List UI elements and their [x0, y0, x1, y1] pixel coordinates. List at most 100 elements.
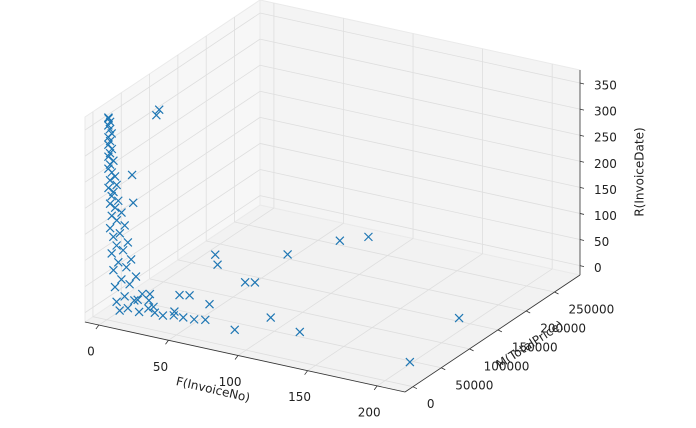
x-tick: [234, 355, 239, 360]
point: [283, 249, 293, 259]
z-tick: [579, 213, 585, 215]
grid-line: [84, 12, 261, 131]
grid-line: [259, 12, 581, 84]
point: [105, 175, 115, 185]
point: [295, 327, 305, 337]
grid-line: [259, 38, 581, 110]
point: [125, 279, 135, 289]
point: [128, 198, 138, 208]
z-tick-label: 50: [594, 235, 609, 249]
point: [133, 295, 143, 305]
point: [335, 236, 345, 246]
grid-line: [259, 195, 581, 267]
point: [240, 277, 250, 287]
grid-line: [237, 238, 414, 356]
grid-line: [121, 297, 442, 369]
grid-line: [84, 143, 261, 261]
y-tick: [412, 386, 418, 390]
x-tick-label: 150: [288, 390, 311, 404]
y-tick-label: 250000: [569, 303, 615, 317]
point: [143, 303, 153, 313]
point: [189, 314, 199, 324]
grid-line: [98, 207, 275, 326]
y-axis-line: [404, 274, 581, 393]
grid: [84, 3, 581, 388]
grid-line: [234, 221, 555, 293]
grid-line: [259, 90, 581, 162]
point: [115, 228, 125, 238]
point: [117, 208, 126, 217]
z-tick-label: 250: [594, 131, 617, 145]
point: [104, 183, 113, 193]
z-tick: [579, 160, 585, 163]
point: [230, 325, 240, 335]
grid-line: [259, 143, 581, 214]
point: [103, 140, 113, 150]
y-tick-label: 100000: [484, 359, 530, 373]
axes: 0501001502000500001000001500002000002500…: [84, 70, 617, 419]
z-tick: [579, 108, 585, 111]
y-tick: [469, 348, 474, 352]
point: [104, 152, 113, 162]
point: [127, 170, 137, 180]
point: [200, 315, 210, 325]
point: [112, 180, 122, 190]
point: [110, 282, 120, 292]
point: [151, 110, 161, 120]
grid-line: [92, 316, 414, 388]
point: [105, 199, 115, 209]
x-tick-label: 50: [153, 360, 168, 374]
x-tick-label: 0: [87, 345, 95, 359]
point: [169, 310, 179, 320]
z-tick: [579, 134, 585, 137]
markers: [103, 105, 464, 367]
point: [178, 313, 188, 322]
grid-line: [84, 195, 261, 313]
z-tick: [579, 265, 585, 267]
grid-line: [259, 116, 581, 188]
grid-line: [84, 117, 261, 235]
point: [213, 260, 222, 270]
z-tick-label: 100: [594, 209, 617, 223]
z-axis-label: R(InvoiceDate): [633, 127, 647, 216]
y-tick-label: 0: [427, 397, 435, 411]
y-tick-label: 50000: [455, 378, 493, 392]
y-tick-label: 200000: [540, 321, 586, 335]
z-tick: [579, 82, 585, 85]
point: [175, 290, 184, 300]
y-tick: [554, 291, 559, 295]
point: [108, 232, 118, 242]
grid-line: [206, 240, 527, 312]
grid-line: [259, 64, 581, 136]
point: [134, 307, 144, 317]
z-tick-label: 200: [594, 157, 617, 171]
point: [120, 220, 130, 230]
x-axis-line: [84, 321, 406, 393]
z-tick-label: 150: [594, 183, 617, 197]
x-tick: [165, 340, 169, 345]
z-tick: [579, 239, 585, 241]
point: [250, 278, 260, 287]
y-tick: [497, 329, 503, 333]
point: [121, 262, 131, 272]
point: [112, 241, 122, 250]
point: [154, 105, 164, 115]
point: [112, 215, 122, 225]
point: [105, 223, 115, 233]
point: [110, 203, 120, 213]
point: [123, 303, 133, 313]
y-tick: [526, 310, 531, 314]
point: [145, 289, 155, 299]
point: [210, 250, 220, 260]
point: [110, 172, 120, 181]
point: [266, 313, 276, 322]
x-tick: [95, 324, 100, 330]
point: [126, 255, 136, 264]
z-tick-label: 350: [594, 79, 617, 93]
grid-line: [84, 64, 261, 183]
point: [205, 299, 214, 309]
point: [109, 265, 118, 275]
x-tick-label: 100: [219, 375, 242, 389]
x-tick-label: 200: [358, 405, 381, 419]
